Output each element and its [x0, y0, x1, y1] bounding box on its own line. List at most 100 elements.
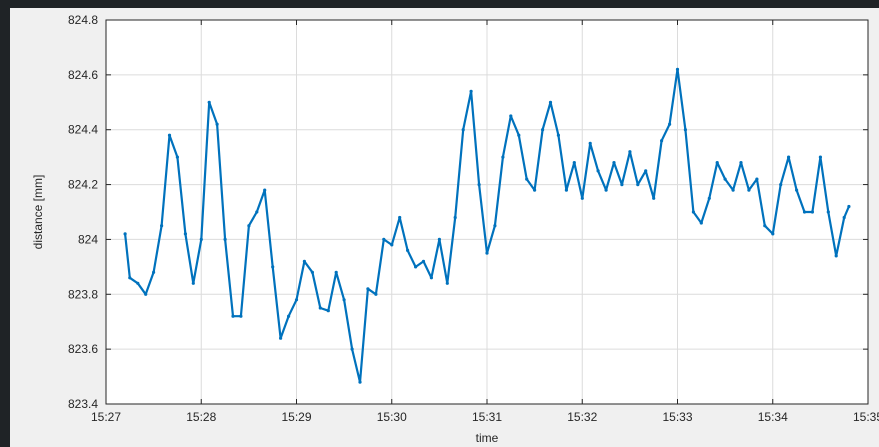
- data-point: [541, 128, 545, 132]
- data-point: [604, 188, 608, 192]
- y-tick-label: 824.8: [68, 13, 98, 27]
- y-tick-label: 823.8: [68, 287, 98, 301]
- data-point: [620, 183, 624, 187]
- data-point: [731, 188, 735, 192]
- x-tick-label: 15:31: [472, 410, 502, 424]
- data-point: [580, 196, 584, 200]
- data-point: [818, 155, 823, 159]
- y-tick-label: 824.6: [68, 68, 98, 82]
- data-point: [199, 237, 203, 241]
- data-point: [271, 265, 275, 269]
- line-chart: 15:27 15:28 15:29 15:30 15:31 15:32 15:33 15:34…: [31, 13, 879, 445]
- data-point: [302, 259, 306, 263]
- data-point: [374, 292, 378, 296]
- data-point: [144, 292, 148, 296]
- data-point: [739, 161, 743, 165]
- data-point: [707, 196, 711, 200]
- data-point: [247, 224, 251, 228]
- x-tick-label: 15:28: [186, 410, 216, 424]
- data-point: [771, 232, 775, 236]
- data-point: [572, 161, 576, 165]
- data-point: [231, 314, 235, 318]
- data-point: [564, 188, 569, 192]
- data-point: [366, 287, 370, 291]
- data-point: [287, 314, 291, 318]
- data-point: [255, 210, 259, 214]
- y-tick-label: 824.2: [68, 178, 98, 192]
- data-point: [279, 336, 283, 340]
- x-tick-label: 15:30: [377, 410, 407, 424]
- data-point: [382, 237, 386, 241]
- data-point: [596, 169, 600, 173]
- data-point: [191, 281, 195, 285]
- x-tick-label: 15:29: [281, 410, 311, 424]
- data-point: [588, 141, 592, 145]
- data-point: [398, 215, 402, 220]
- data-point: [842, 215, 846, 220]
- data-point: [342, 298, 346, 302]
- data-point: [414, 265, 418, 269]
- data-point: [334, 270, 338, 274]
- data-point: [350, 347, 354, 351]
- x-axis-label: time: [476, 431, 499, 445]
- data-point: [406, 248, 410, 252]
- data-point: [358, 380, 362, 384]
- data-point: [445, 281, 449, 285]
- data-point: [318, 306, 322, 310]
- data-point: [556, 133, 561, 137]
- data-point: [691, 210, 696, 214]
- data-point: [123, 232, 127, 236]
- data-point: [826, 210, 830, 214]
- data-point: [699, 221, 703, 225]
- data-point: [747, 188, 751, 192]
- data-point: [660, 139, 664, 143]
- data-point: [239, 314, 243, 318]
- y-tick-label: 823.6: [68, 342, 98, 356]
- data-point: [175, 155, 179, 159]
- data-point: [755, 177, 759, 181]
- data-point: [795, 188, 799, 192]
- data-point: [128, 276, 132, 280]
- data-point: [810, 210, 815, 214]
- x-tick-label: 15:27: [91, 410, 121, 424]
- x-tick-label: 15:35: [853, 410, 879, 424]
- data-point: [501, 155, 505, 159]
- data-point: [485, 251, 489, 255]
- data-point: [787, 155, 791, 159]
- data-point: [834, 254, 838, 258]
- data-point: [683, 128, 688, 132]
- data-point: [152, 270, 156, 274]
- y-tick-label: 823.4: [68, 397, 98, 411]
- data-point: [215, 122, 219, 126]
- data-point: [160, 224, 164, 228]
- y-tick-label: 824: [78, 232, 98, 246]
- x-tick-label: 15:33: [662, 410, 692, 424]
- data-point: [453, 215, 457, 220]
- data-point: [421, 259, 426, 263]
- data-point: [509, 114, 513, 118]
- data-point: [548, 100, 553, 104]
- x-tick-label: 15:34: [758, 410, 788, 424]
- data-point: [136, 281, 140, 285]
- x-tick-label: 15:32: [567, 410, 597, 424]
- ticks: 15:27 15:28 15:29 15:30 15:31 15:32 15:33 15:34…: [68, 13, 879, 424]
- y-tick-label: 824.4: [68, 123, 98, 137]
- data-point: [612, 161, 616, 165]
- data-point: [636, 183, 640, 187]
- data-point: [429, 276, 433, 280]
- data-point: [715, 161, 719, 165]
- data-point: [652, 196, 656, 200]
- data-point: [723, 177, 727, 181]
- data-series: [123, 67, 851, 384]
- data-point: [493, 224, 497, 228]
- data-point: [294, 298, 299, 302]
- data-point: [469, 89, 473, 93]
- data-point: [477, 183, 481, 187]
- data-point: [263, 188, 267, 192]
- data-point: [437, 237, 441, 241]
- data-point: [310, 270, 314, 274]
- data-point: [533, 188, 537, 192]
- data-point: [668, 122, 672, 126]
- data-point: [802, 210, 807, 214]
- data-point: [644, 169, 648, 173]
